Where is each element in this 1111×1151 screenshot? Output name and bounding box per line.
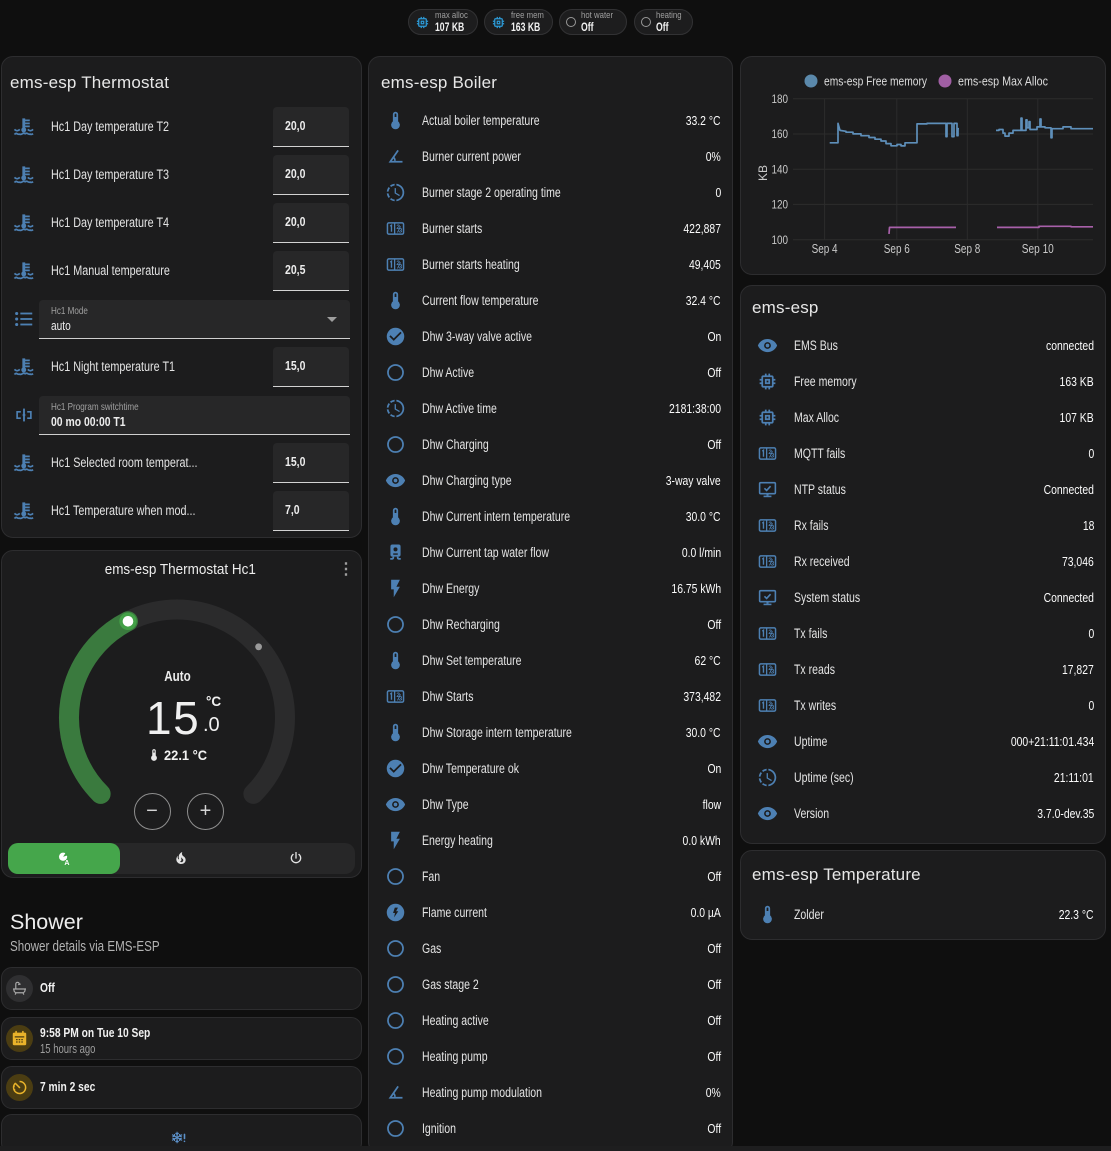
svg-text:KB: KB xyxy=(756,165,770,181)
svg-text:180: 180 xyxy=(772,92,789,106)
svg-text:120: 120 xyxy=(772,198,789,212)
svg-text:2: 2 xyxy=(768,701,772,708)
svg-text:2: 2 xyxy=(396,224,400,231)
svg-text:3: 3 xyxy=(399,228,403,235)
svg-text:2: 2 xyxy=(768,521,772,528)
svg-text:2: 2 xyxy=(768,557,772,564)
svg-text:Sep 8: Sep 8 xyxy=(954,242,980,256)
svg-text:2: 2 xyxy=(396,692,400,699)
svg-text:2: 2 xyxy=(768,629,772,636)
svg-text:3: 3 xyxy=(771,453,775,460)
svg-text:Sep 10: Sep 10 xyxy=(1022,242,1054,256)
svg-text:2: 2 xyxy=(768,665,772,672)
svg-text:2: 2 xyxy=(768,449,772,456)
svg-text:3: 3 xyxy=(771,669,775,676)
svg-text:ems-esp Free memory: ems-esp Free memory xyxy=(824,74,927,89)
svg-text:2: 2 xyxy=(396,260,400,267)
svg-text:140: 140 xyxy=(772,162,789,176)
svg-text:A: A xyxy=(64,859,69,867)
svg-text:100: 100 xyxy=(772,233,789,247)
svg-text:3: 3 xyxy=(771,561,775,568)
svg-text:3: 3 xyxy=(771,705,775,712)
svg-text:3: 3 xyxy=(399,696,403,703)
svg-text:3: 3 xyxy=(771,525,775,532)
svg-text:Sep 6: Sep 6 xyxy=(884,242,910,256)
svg-text:3: 3 xyxy=(399,264,403,271)
svg-text:160: 160 xyxy=(772,127,789,141)
svg-text:Sep 4: Sep 4 xyxy=(812,242,838,256)
svg-text:3: 3 xyxy=(771,633,775,640)
svg-text:ems-esp Max Alloc: ems-esp Max Alloc xyxy=(958,74,1048,89)
